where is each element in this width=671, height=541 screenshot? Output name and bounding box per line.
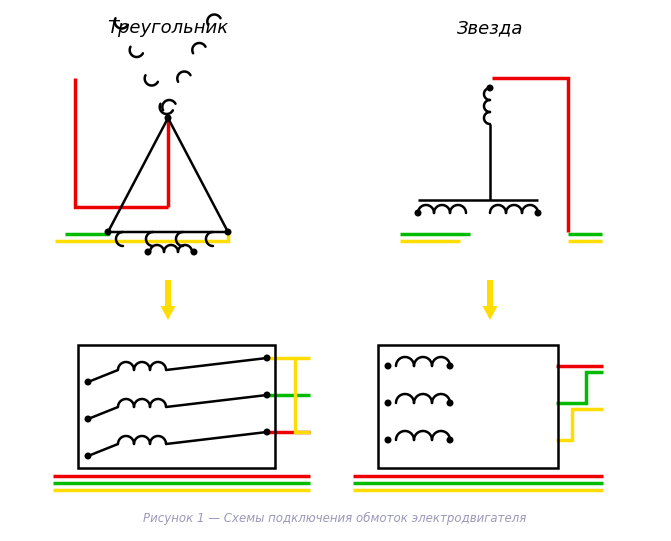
Circle shape (487, 85, 493, 91)
Circle shape (385, 363, 391, 369)
Circle shape (385, 437, 391, 443)
Circle shape (225, 229, 231, 235)
Circle shape (535, 210, 541, 216)
Circle shape (165, 115, 171, 121)
Text: Рисунок 1 — Схемы подключения обмоток электродвигателя: Рисунок 1 — Схемы подключения обмоток эл… (144, 511, 527, 525)
Bar (378, 345, 558, 468)
Circle shape (145, 249, 151, 255)
Text: Треугольник: Треугольник (107, 19, 229, 37)
FancyArrow shape (482, 280, 497, 320)
Circle shape (85, 379, 91, 385)
Circle shape (264, 392, 270, 398)
Circle shape (415, 210, 421, 216)
Circle shape (447, 363, 453, 369)
Circle shape (264, 355, 270, 361)
Bar (78, 345, 275, 468)
Circle shape (85, 453, 91, 459)
Circle shape (264, 429, 270, 435)
Circle shape (447, 437, 453, 443)
Circle shape (191, 249, 197, 255)
Circle shape (105, 229, 111, 235)
Text: Звезда: Звезда (457, 19, 523, 37)
Circle shape (385, 400, 391, 406)
Circle shape (85, 416, 91, 422)
Circle shape (447, 400, 453, 406)
FancyArrow shape (160, 280, 176, 320)
